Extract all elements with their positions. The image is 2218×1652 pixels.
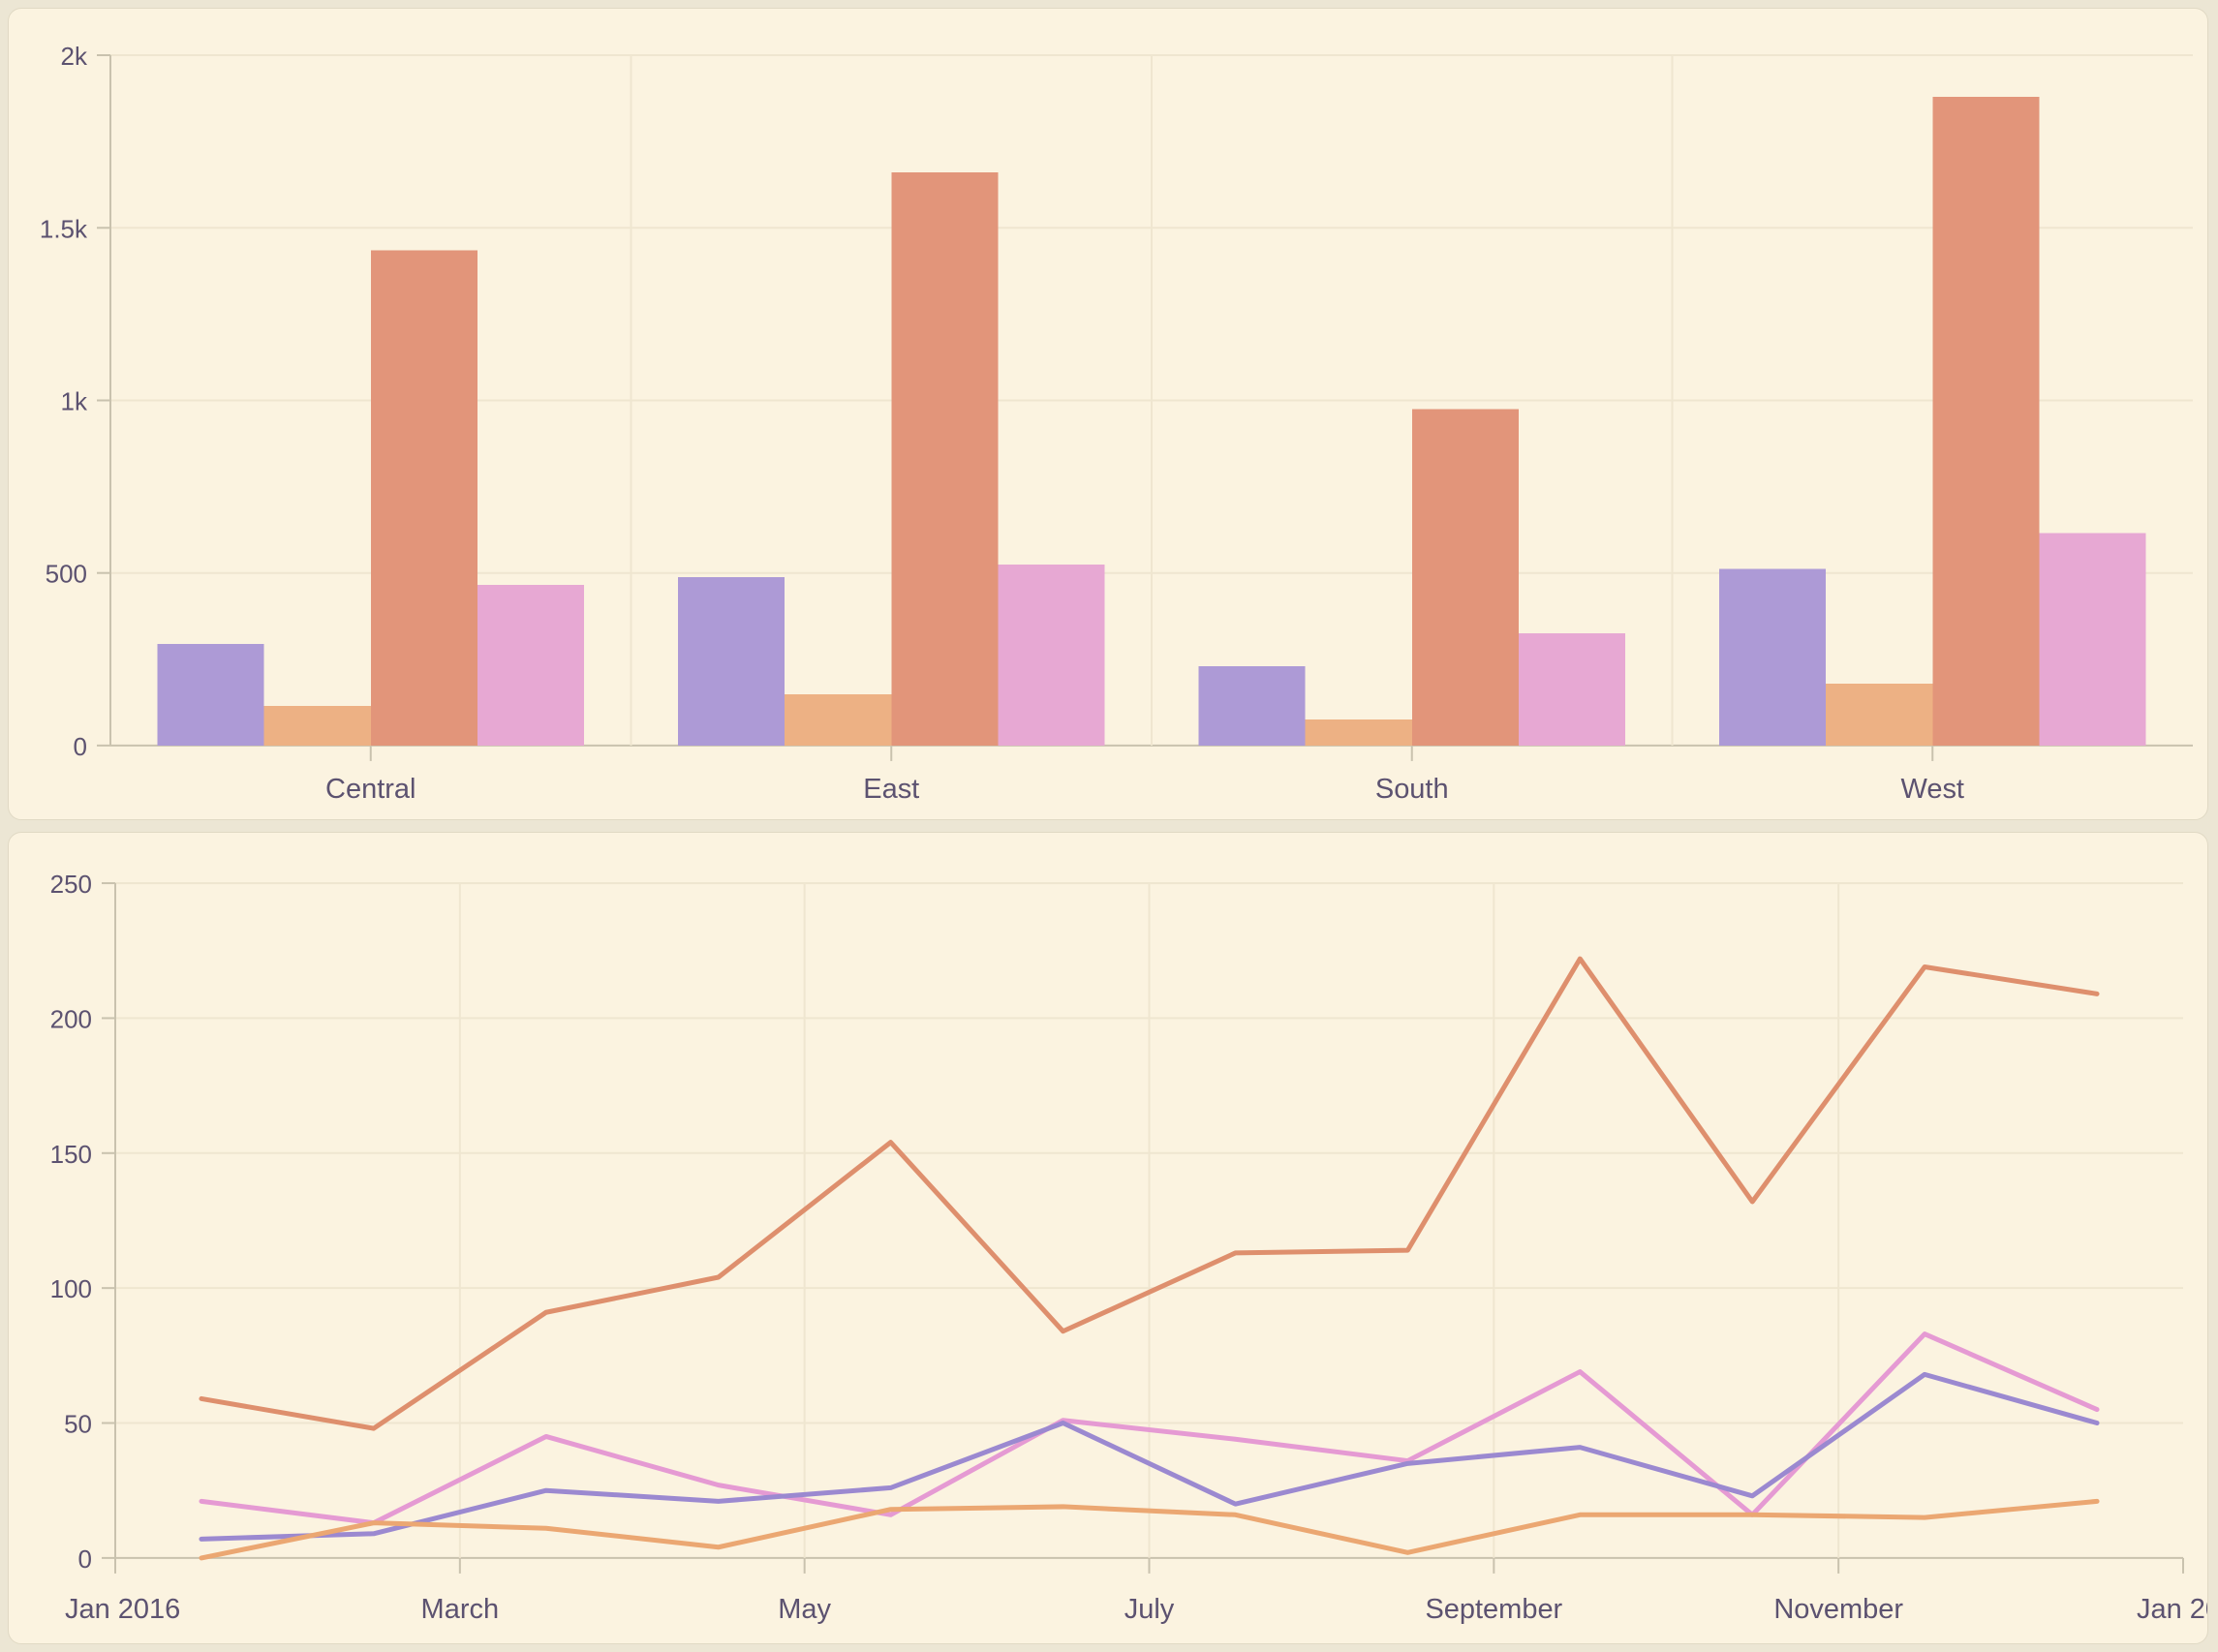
line-series-path[interactable]	[199, 1331, 2100, 1526]
bar-rect[interactable]	[1518, 633, 1626, 746]
line-series-path[interactable]	[199, 1498, 2100, 1561]
bar-x-axis-label: Central	[325, 774, 416, 805]
bar-rect[interactable]	[370, 250, 477, 746]
bar-rect[interactable]	[891, 172, 999, 746]
bar-chart-svg[interactable]: 0 500 1k 1.5k 2k Central East South West	[9, 9, 2207, 819]
bar-rect[interactable]	[1826, 683, 1933, 746]
line-y-axis-label: 250	[50, 870, 92, 899]
line-x-axis-label: July	[1124, 1594, 1175, 1625]
line-y-axis-label: 0	[78, 1545, 92, 1574]
line-series-path[interactable]	[199, 1371, 2100, 1542]
bar-y-axis-label: 2k	[61, 42, 88, 71]
bar-rect[interactable]	[677, 576, 786, 746]
line-series-path[interactable]	[199, 956, 2100, 1431]
line-chart-panel: 0 50 100 150 200 250 Jan 2016 March May July Septe…	[8, 832, 2208, 1644]
bar-rect[interactable]	[1305, 719, 1412, 746]
bar-rect[interactable]	[263, 705, 371, 746]
line-x-axis-label: November	[1773, 1594, 1903, 1625]
line-y-axis-label: 200	[50, 1004, 92, 1033]
line-chart-plot: 0 50 100 150 200 250 Jan 2016 March May July Septe…	[9, 833, 2207, 1643]
line-x-axis-label: Jan 2016	[65, 1594, 180, 1625]
line-x-axis-label: Jan 201	[2137, 1594, 2207, 1625]
bar-rect[interactable]	[157, 643, 264, 746]
bar-x-axis-label: South	[1375, 774, 1449, 805]
bar-rect[interactable]	[1411, 409, 1519, 746]
bar-x-axis-label: East	[863, 774, 919, 805]
bar-rect[interactable]	[1932, 96, 2040, 746]
bar-rect[interactable]	[785, 694, 892, 746]
bar-rect[interactable]	[1198, 665, 1306, 746]
bar-rect[interactable]	[1718, 568, 1827, 746]
bar-x-axis-label: West	[1900, 774, 1964, 805]
bar-y-axis-label: 1.5k	[40, 214, 88, 243]
line-y-axis-label: 50	[64, 1410, 92, 1439]
line-chart-svg[interactable]: 0 50 100 150 200 250 Jan 2016 March May July Septe…	[9, 833, 2207, 1643]
bar-y-axis-label: 1k	[61, 386, 88, 415]
bar-y-axis-label: 500	[46, 560, 87, 589]
bar-rect[interactable]	[998, 564, 1105, 746]
bar-rect[interactable]	[2039, 533, 2146, 746]
bar-y-axis-label: 0	[74, 732, 87, 761]
line-x-axis-label: May	[778, 1594, 831, 1625]
line-x-axis-label: September	[1425, 1594, 1562, 1625]
line-y-axis-label: 150	[50, 1140, 92, 1169]
bar-chart-panel: 0 500 1k 1.5k 2k Central East South West	[8, 8, 2208, 820]
line-y-axis-label: 100	[50, 1274, 92, 1303]
bar-chart-plot: 0 500 1k 1.5k 2k Central East South West	[9, 9, 2207, 819]
bar-rect[interactable]	[477, 585, 585, 746]
line-x-axis-label: March	[421, 1594, 500, 1625]
